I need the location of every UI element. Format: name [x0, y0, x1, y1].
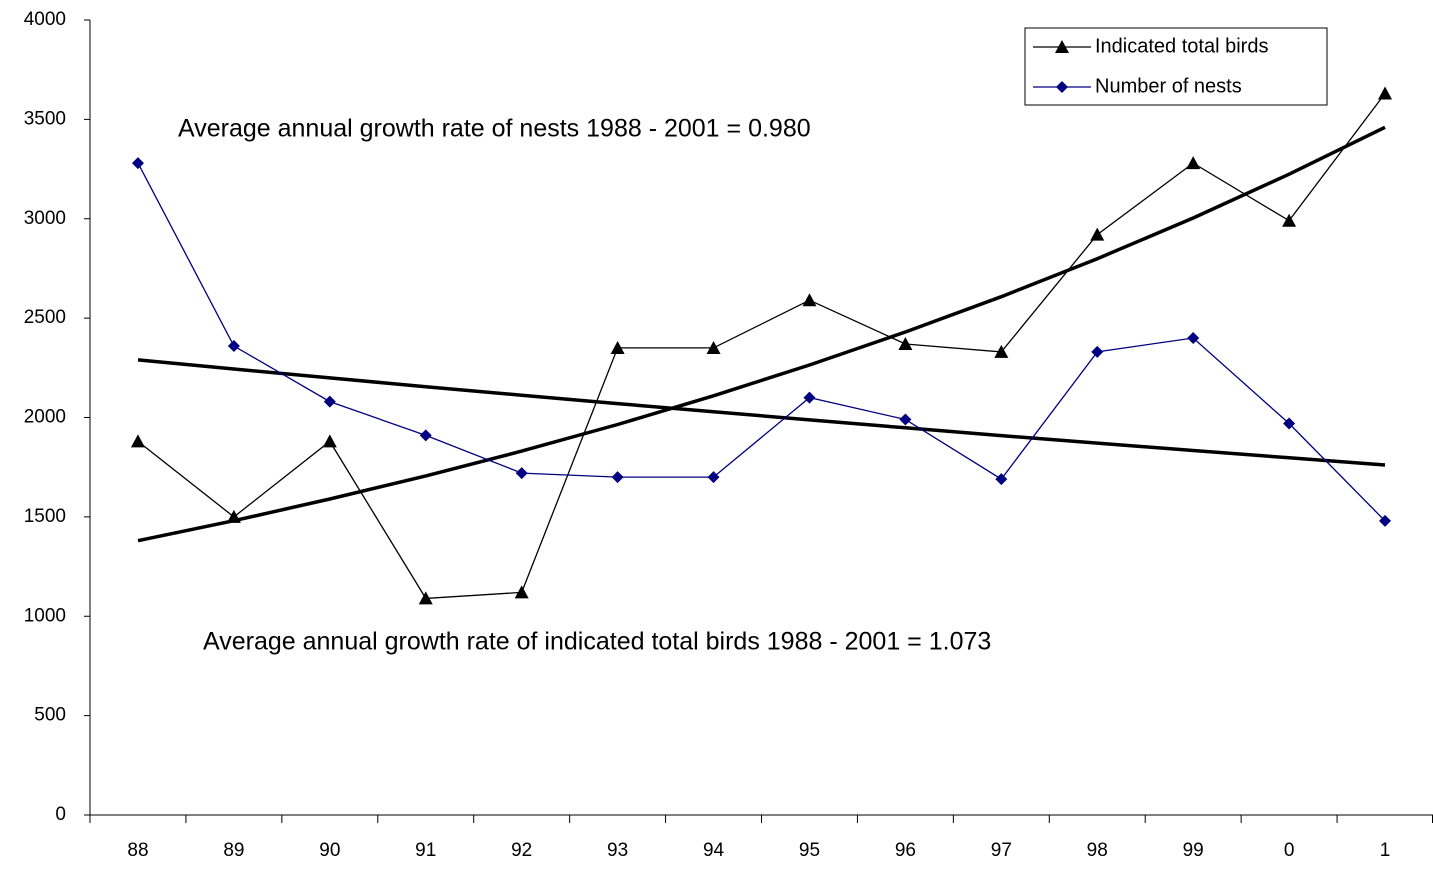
legend-box — [1024, 27, 1328, 106]
series-line — [137, 162, 1386, 522]
legend-marker — [1056, 81, 1068, 93]
trend-line — [137, 358, 1386, 467]
triangle-marker — [226, 509, 241, 523]
annotation: Average annual growth rate of nests 1988… — [178, 115, 811, 143]
diamond-marker — [611, 471, 624, 484]
y-tick-label: 2500 — [24, 307, 66, 328]
legend-marker — [1055, 40, 1069, 53]
x-tick-label: 90 — [319, 840, 340, 861]
diamond-marker — [899, 413, 912, 426]
triangle-marker — [898, 336, 913, 350]
trend-line — [137, 125, 1386, 543]
diamond-marker — [227, 339, 240, 352]
y-tick-label: 1000 — [24, 605, 66, 626]
x-tick-label: 94 — [703, 840, 725, 861]
diamond-marker — [131, 157, 144, 170]
triangle-marker — [418, 591, 433, 605]
diamond-marker — [1283, 417, 1296, 430]
triangle-marker — [1186, 156, 1201, 170]
triangle-marker — [130, 434, 145, 448]
legend-label: Indicated total birds — [1095, 35, 1268, 57]
x-tick-label: 0 — [1284, 840, 1295, 861]
diamond-marker — [803, 391, 816, 404]
y-tick-label: 3500 — [24, 108, 66, 129]
diamond-marker — [1379, 514, 1392, 527]
triangle-marker — [802, 293, 817, 307]
y-tick-label: 1500 — [24, 506, 66, 527]
y-tick-label: 4000 — [24, 9, 66, 30]
y-tick-label: 2000 — [24, 407, 66, 428]
x-tick-label: 96 — [895, 840, 916, 861]
x-tick-label: 92 — [511, 840, 532, 861]
y-tick-label: 3000 — [24, 208, 66, 229]
x-tick-label: 91 — [415, 840, 436, 861]
x-tick-label: 88 — [127, 840, 148, 861]
diamond-marker — [707, 471, 720, 484]
diamond-marker — [323, 395, 336, 408]
annotation: Average annual growth rate of indicated … — [203, 628, 991, 656]
x-tick-label: 93 — [607, 840, 628, 861]
diamond-marker — [1091, 345, 1104, 358]
x-tick-label: 1 — [1380, 840, 1391, 861]
diamond-marker — [1187, 332, 1200, 344]
series-line — [137, 93, 1386, 600]
triangle-marker — [994, 344, 1009, 358]
legend-label: Number of nests — [1095, 75, 1242, 97]
triangle-marker — [1282, 213, 1297, 227]
y-tick-label: 0 — [55, 804, 66, 825]
x-tick-label: 98 — [1087, 840, 1108, 861]
x-tick-label: 99 — [1183, 840, 1204, 861]
x-tick-label: 95 — [799, 840, 820, 861]
diamond-marker — [515, 467, 528, 480]
triangle-marker — [514, 585, 529, 599]
triangle-marker — [1378, 86, 1393, 100]
triangle-marker — [322, 434, 337, 448]
y-tick-label: 500 — [34, 705, 66, 726]
diamond-marker — [419, 429, 432, 442]
triangle-marker — [706, 340, 721, 354]
x-tick-label: 97 — [991, 840, 1012, 861]
diamond-marker — [995, 473, 1008, 486]
triangle-marker — [1090, 227, 1105, 241]
x-tick-label: 89 — [223, 840, 244, 861]
triangle-marker — [610, 340, 625, 354]
